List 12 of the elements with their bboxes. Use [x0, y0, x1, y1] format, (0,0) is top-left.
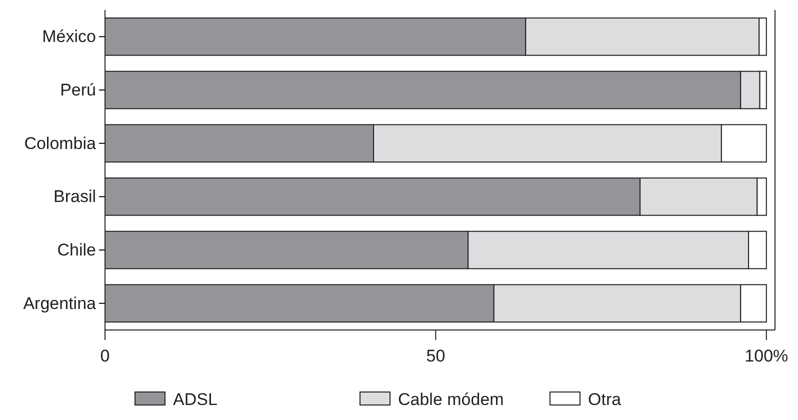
x-tick-label: 50: [426, 346, 446, 366]
y-tick-label: Argentina: [23, 294, 97, 313]
y-tick-label: Brasil: [53, 187, 96, 206]
y-tick-label: México: [42, 27, 96, 46]
y-tick-label: Perú: [60, 80, 96, 100]
legend-label: Otra: [588, 390, 622, 409]
y-tick-label: Chile: [57, 240, 96, 260]
legend-label: Cable módem: [398, 390, 504, 409]
legend-label: ADSL: [173, 390, 218, 409]
x-tick-label: 0: [100, 346, 110, 366]
x-tick-label: 100%: [744, 346, 788, 366]
y-tick-label: Colombia: [24, 134, 97, 153]
